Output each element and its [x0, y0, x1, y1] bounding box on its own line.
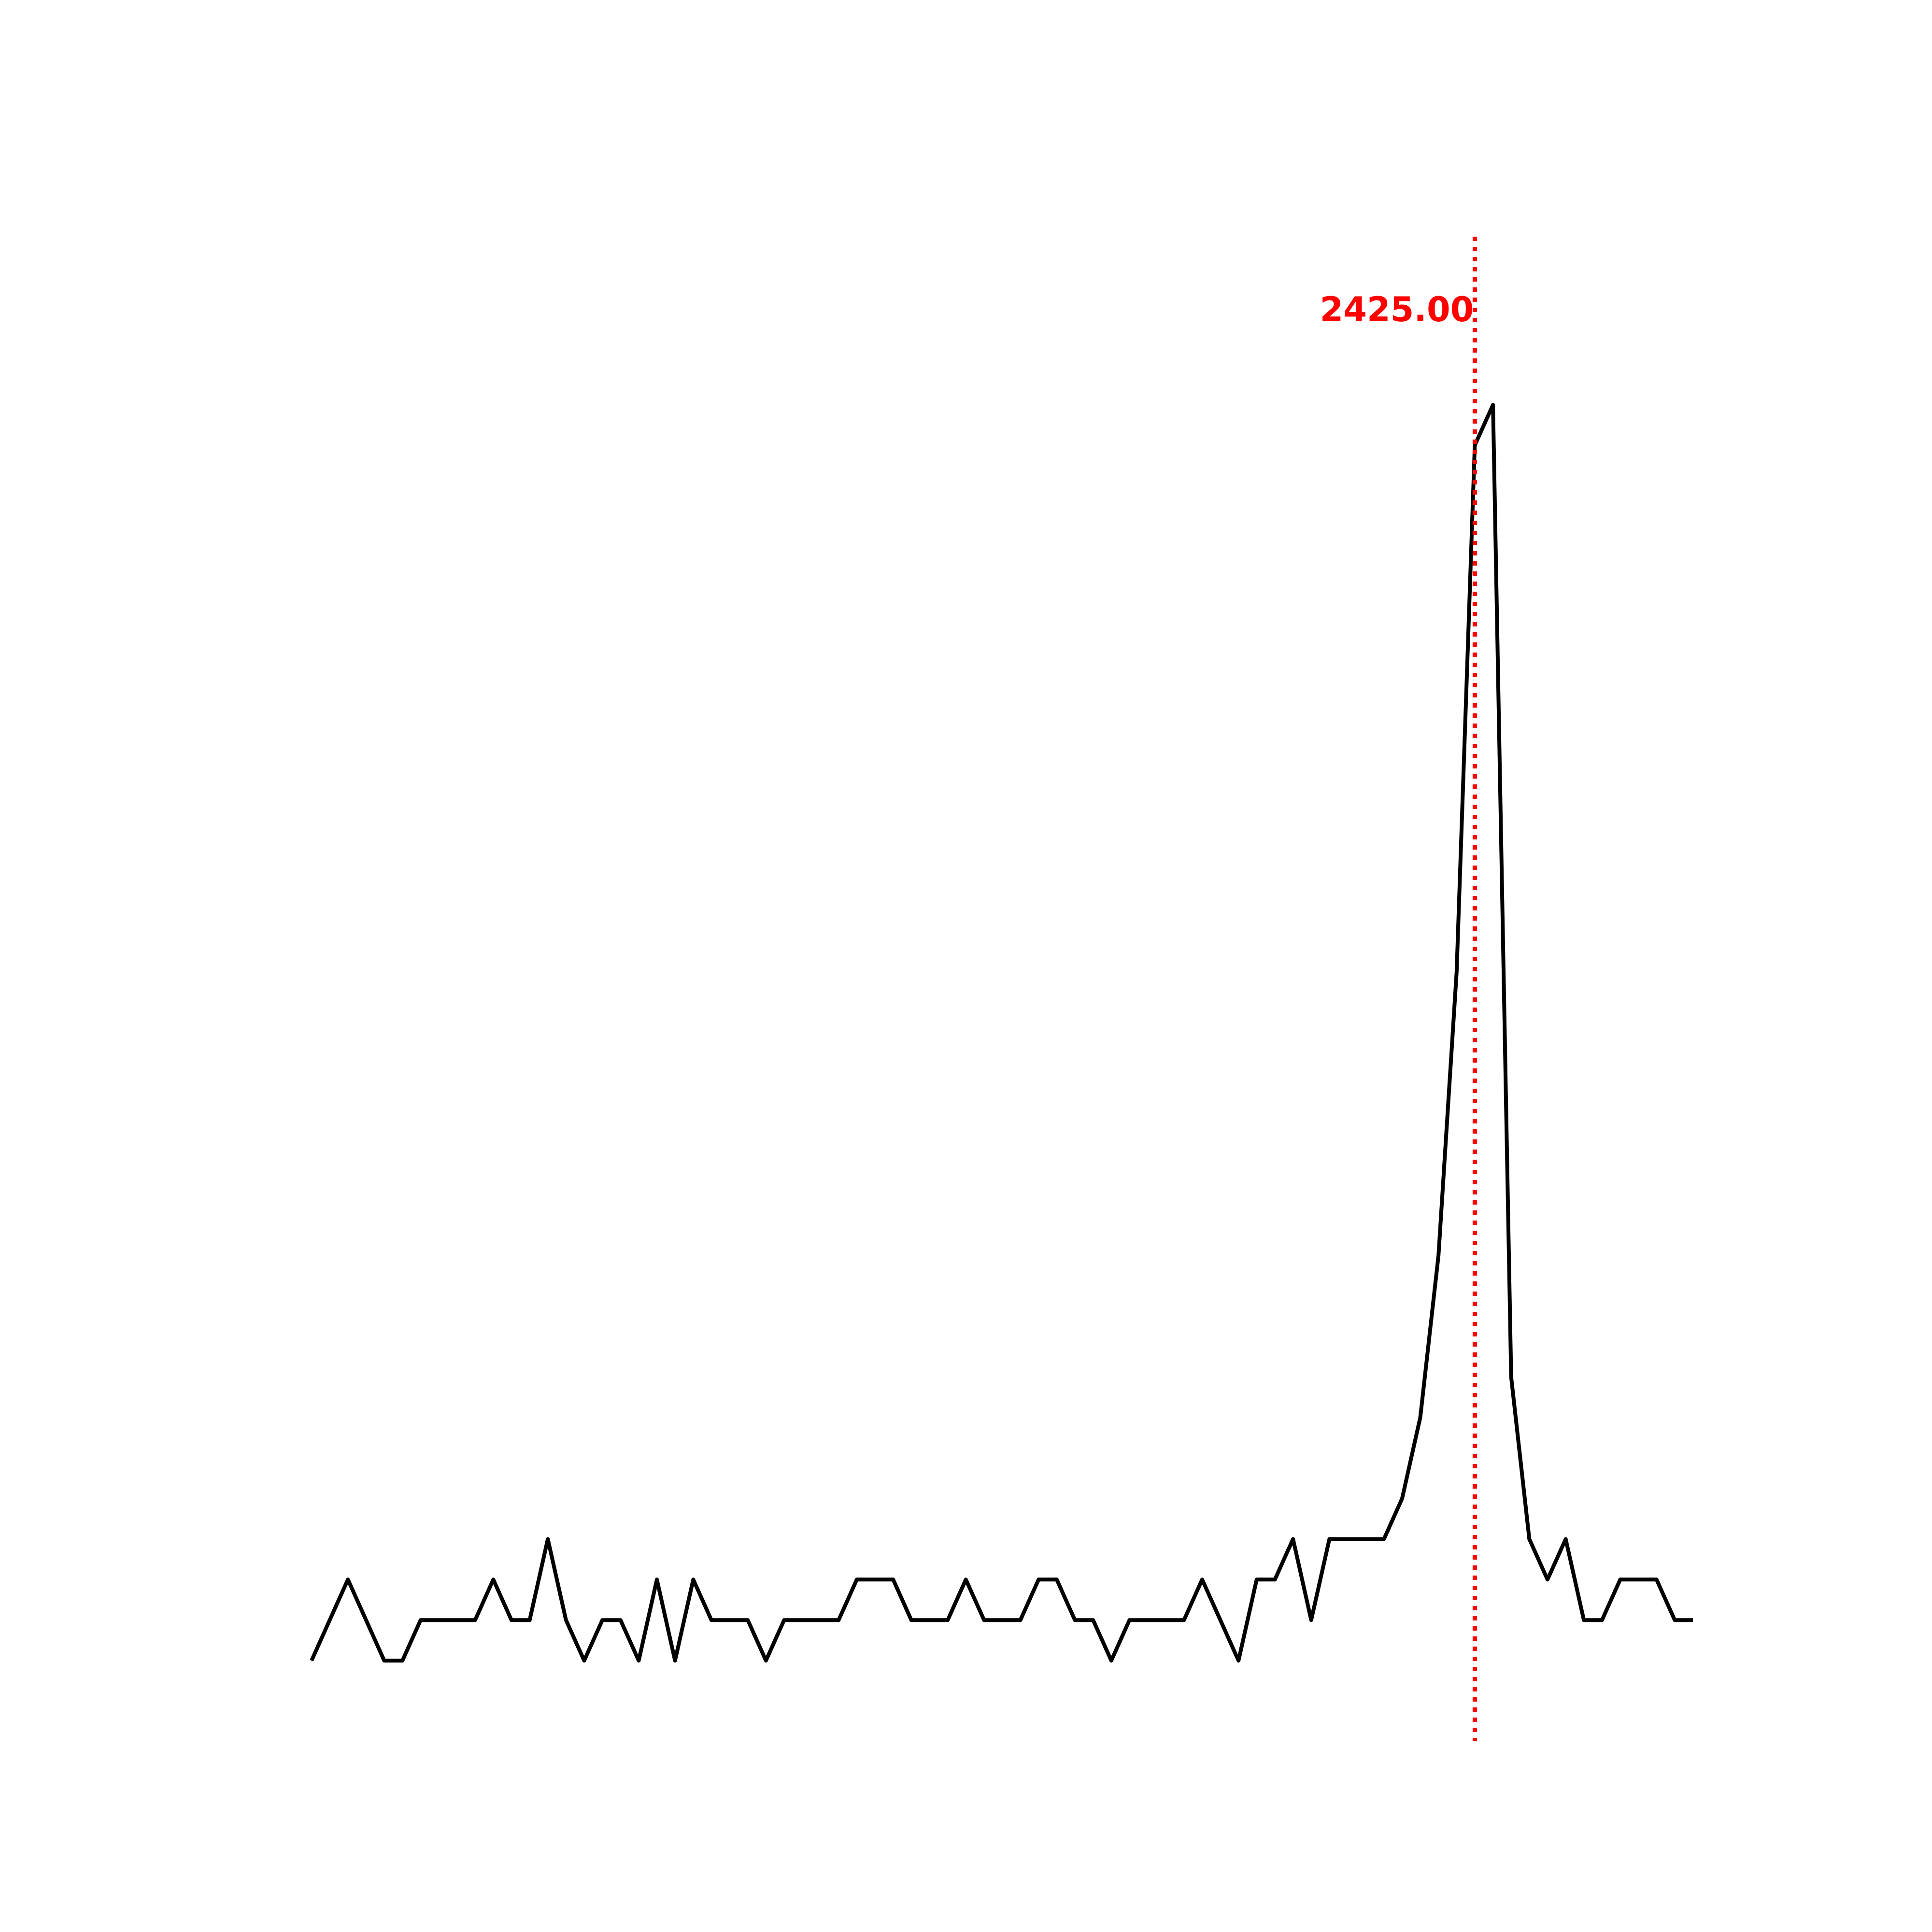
series-layer [310, 403, 1693, 1663]
peak-marker-label-0: 2425.00 [1320, 290, 1474, 329]
marker-layer: 2425.00 [1320, 237, 1477, 1741]
series-line-0 [310, 403, 1693, 1663]
